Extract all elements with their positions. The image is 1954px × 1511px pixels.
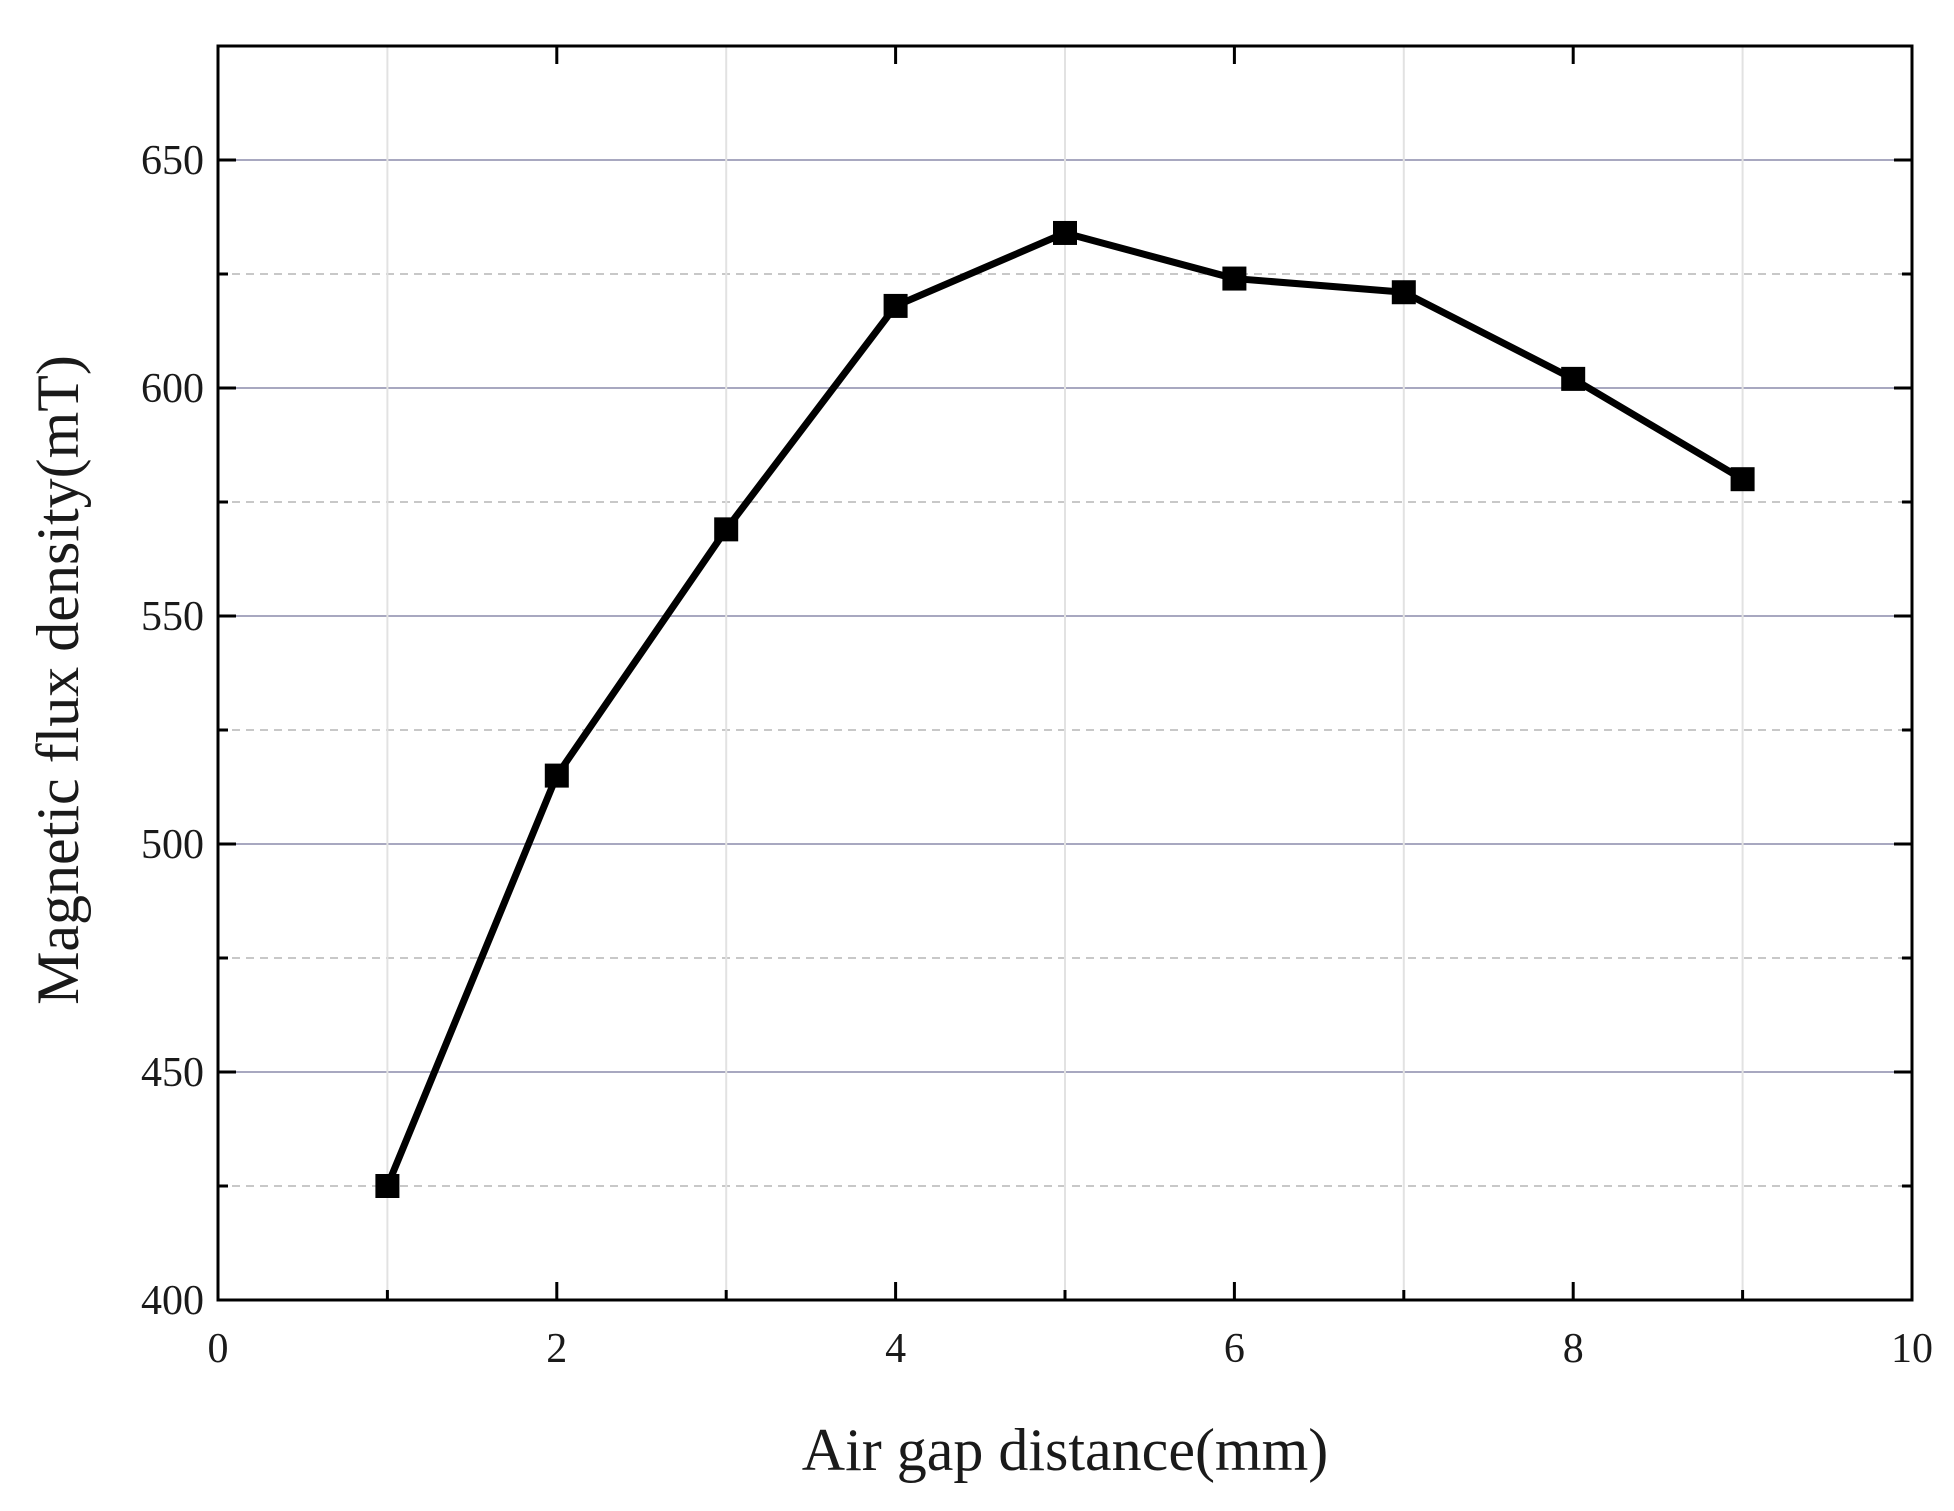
y-tick-label: 600 — [141, 366, 204, 412]
x-tick-label: 8 — [1563, 1326, 1584, 1372]
y-axis-title: Magnetic flux density(mT) — [25, 355, 91, 1005]
y-tick-label: 650 — [141, 138, 204, 184]
grid — [218, 46, 1912, 1300]
x-axis-title: Air gap distance(mm) — [802, 1417, 1329, 1483]
data-point — [1391, 280, 1416, 305]
data-point — [375, 1174, 400, 1198]
data-point — [883, 293, 908, 318]
x-tick-label: 10 — [1891, 1326, 1933, 1372]
data-point — [714, 517, 739, 542]
y-tick-label: 400 — [141, 1278, 204, 1324]
data-point — [1222, 266, 1247, 291]
x-tick-label: 2 — [546, 1326, 567, 1372]
series-layer — [375, 220, 1755, 1198]
data-point — [1053, 220, 1077, 245]
x-tick-label: 0 — [208, 1326, 229, 1372]
x-tick-labels: 0 2 4 6 8 10 — [208, 1326, 1934, 1372]
data-point — [544, 763, 569, 788]
y-tick-label: 550 — [141, 594, 204, 640]
x-tick-label: 4 — [885, 1326, 906, 1372]
y-tick-label: 500 — [141, 822, 204, 868]
y-tick-labels: 400 450 500 550 600 650 — [141, 138, 204, 1324]
x-tick-label: 6 — [1224, 1326, 1245, 1372]
data-point — [1561, 366, 1586, 391]
axis-ticks — [216, 46, 1914, 1302]
data-point — [1730, 467, 1755, 492]
y-tick-label: 450 — [141, 1050, 204, 1096]
